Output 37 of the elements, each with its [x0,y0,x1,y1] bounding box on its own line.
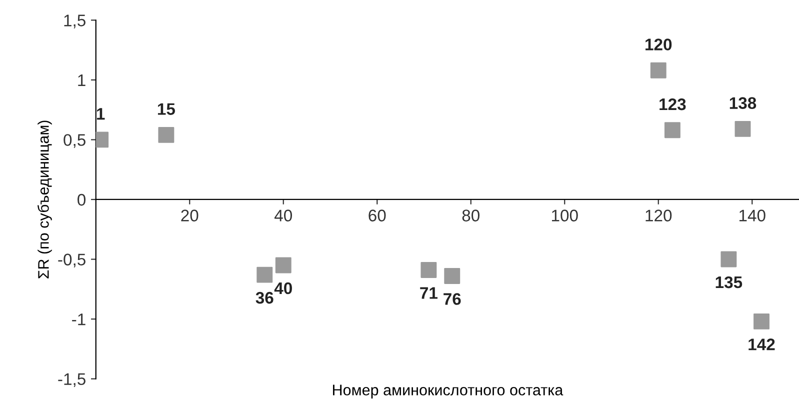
y-tick-label: -0,5 [58,254,86,268]
point [734,120,751,137]
y-tick-label: 0,5 [64,134,86,148]
x-tick-label: 60 [368,210,386,222]
point [420,262,437,278]
annotation: 135 [716,276,742,288]
x-tick-label: 20 [181,210,198,222]
point [664,122,680,138]
x-tick-label: 120 [646,210,672,222]
annotation: 1 [96,108,105,120]
y-tick-label: -1,5 [58,373,86,387]
annotation: 120 [646,38,672,50]
annotation: 36 [256,292,274,304]
annotation: 71 [420,287,438,299]
annotation: 76 [444,293,461,305]
point [256,266,273,283]
point [158,126,174,143]
x-tick-label: 140 [739,210,766,222]
point [754,313,770,330]
x-tick-label: 80 [462,210,480,222]
y-axis-title: ΣR (по субъединицам) [38,120,52,278]
point [275,257,292,274]
y-tick-label: 0 [78,194,86,206]
x-tick-label: 100 [552,210,578,222]
y-tick-label: -1 [72,314,86,326]
x-axis-title: Номер аминокислотного остатка [333,384,564,398]
annotation: 138 [730,97,756,110]
point [444,268,460,284]
point [650,62,666,78]
annotation: 123 [660,98,686,110]
annotation: 40 [274,282,292,294]
annotation: 15 [158,103,175,115]
y-tick-label: 1 [78,74,86,86]
annotation: 142 [748,338,775,350]
x-tick-label: 40 [274,210,292,222]
point [720,251,737,268]
y-tick-label: 1,5 [64,14,86,28]
